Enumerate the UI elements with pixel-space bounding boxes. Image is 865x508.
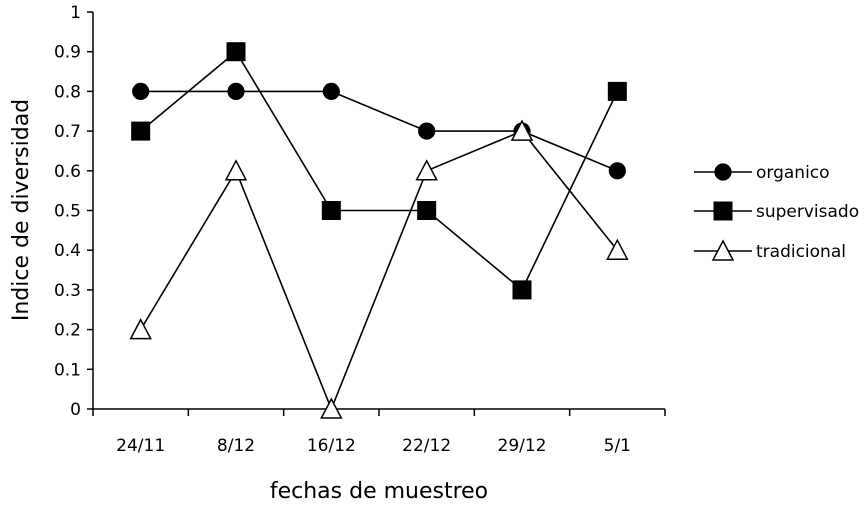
y-tick-label: 0.3 (54, 281, 81, 301)
x-tick-label: 5/1 (604, 436, 631, 456)
data-point-tradicional (320, 397, 343, 419)
data-point-supervisado (226, 42, 246, 62)
legend-label: supervisado (756, 202, 859, 222)
data-point-tradicional (129, 317, 152, 340)
series-tradicional (129, 119, 629, 419)
y-tick-label: 0.4 (54, 241, 81, 261)
data-point-organico (418, 122, 436, 140)
legend-item-supervisado: supervisado (694, 201, 859, 222)
y-tick-label: 0 (70, 400, 81, 420)
legend-marker (713, 201, 733, 221)
x-tick-label: 8/12 (217, 436, 255, 456)
legend-marker (714, 163, 732, 181)
axes: 0 0.1 0.2 0.3 0.4 0.5 0.6 0.7 0.8 0.9 1 24/11 8/12 16… (54, 3, 666, 456)
data-point-organico (322, 82, 340, 101)
y-tick-label: 0.6 (54, 162, 81, 182)
data-point-organico (608, 162, 626, 180)
data-point-supervisado (512, 280, 532, 300)
series-line-supervisado (140, 50, 619, 292)
data-point-organico (227, 82, 245, 101)
legend-label: tradicional (756, 242, 846, 262)
y-tick-label: 0.9 (54, 43, 81, 63)
x-tick-label: 24/11 (116, 436, 165, 456)
legend-item-organico: organico (694, 163, 830, 183)
data-point-supervisado (321, 201, 341, 220)
legend: organico supervisado tradicional (694, 163, 859, 262)
series-organico (132, 82, 626, 180)
data-point-tradicional (415, 159, 438, 181)
series-line-organico (140, 90, 618, 172)
legend-label: organico (756, 163, 830, 183)
x-tick-label: 16/12 (307, 436, 356, 456)
legend-marker (711, 239, 735, 261)
x-tick-label: 22/12 (402, 436, 451, 456)
data-point-tradicional (510, 119, 534, 141)
data-point-tradicional (224, 159, 248, 181)
x-axis-title: fechas de muestreo (270, 479, 488, 504)
x-tick-label: 29/12 (498, 436, 547, 456)
series-supervisado (131, 42, 627, 300)
series-layer (129, 42, 629, 419)
y-tick-label: 1 (70, 3, 81, 23)
series-line-tradicional (139, 130, 618, 412)
y-tick-label: 0.2 (54, 321, 81, 341)
y-tick-label: 0.8 (54, 82, 81, 102)
data-point-supervisado (607, 81, 627, 101)
y-axis-title: Indice de diversidad (9, 99, 34, 321)
data-point-organico (132, 82, 150, 101)
legend-item-tradicional: tradicional (694, 239, 846, 262)
data-point-supervisado (417, 201, 437, 220)
data-point-tradicional (606, 238, 629, 260)
y-tick-label: 0.1 (54, 360, 81, 380)
y-tick-label: 0.7 (54, 122, 81, 142)
y-tick-label: 0.5 (54, 202, 81, 222)
data-point-supervisado (131, 121, 151, 141)
